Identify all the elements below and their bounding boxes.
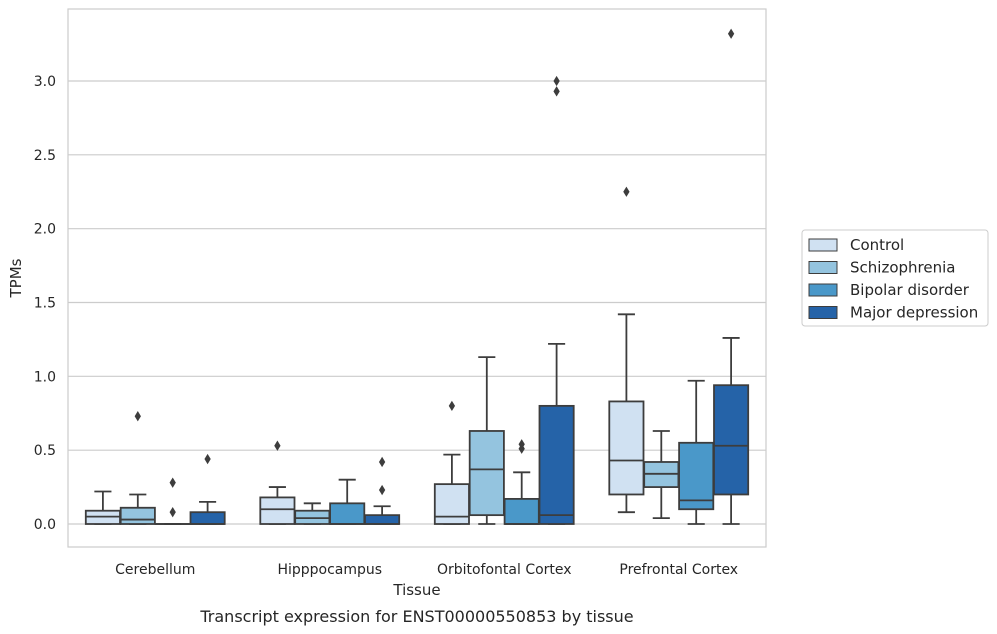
y-tick-label: 1.5 [34, 296, 56, 312]
y-axis-label: TPMs [7, 258, 25, 298]
box-bipolar-disorder [678, 379, 715, 525]
y-tick-label: 2.5 [34, 148, 56, 164]
box-major-depression [189, 453, 226, 525]
outlier-point [727, 28, 735, 39]
box-major-depression [364, 456, 401, 525]
chart-caption: Transcript expression for ENST0000055085… [199, 607, 633, 626]
box-control [259, 440, 296, 525]
legend-frame [801, 229, 989, 327]
legend-swatch [808, 283, 838, 297]
legend-swatch [808, 238, 838, 252]
box-bipolar-disorder [329, 478, 366, 525]
plot-frame [67, 8, 767, 548]
box-schizophrenia [643, 430, 680, 519]
box-control [608, 186, 645, 514]
outlier-point [204, 453, 211, 465]
x-tick-label: Orbitofontal Cortex [437, 562, 572, 578]
legend-label: Bipolar disorder [850, 281, 970, 299]
y-tick-label: 1.0 [34, 369, 56, 385]
box-body [259, 496, 296, 525]
x-axis-label: Tissue [392, 581, 440, 599]
box-body [538, 404, 575, 525]
box-control [84, 490, 121, 525]
x-tick-labels: Cerebellum Hipppocampus Orbitofontal Corte… [115, 562, 738, 578]
box-body [713, 384, 750, 496]
y-tick-label: 3.0 [34, 74, 56, 90]
box-bipolar-disorder [503, 439, 540, 525]
y-tick-label: 0.5 [34, 443, 56, 459]
x-tick-label: Cerebellum [115, 562, 195, 578]
box-body [189, 511, 226, 525]
outlier-point [623, 186, 630, 197]
legend-label: Schizophrenia [850, 259, 955, 277]
legend-label: Control [850, 236, 904, 254]
legend-items: Control Schizophrenia Bipolar disorder Majo… [808, 236, 978, 322]
outlier-point [553, 75, 560, 87]
y-tick-label: 2.0 [34, 222, 56, 238]
box-body [503, 497, 540, 525]
outlier-point [274, 440, 281, 451]
outlier-point [448, 400, 456, 412]
box-schizophrenia [468, 356, 505, 525]
x-tick-label: Prefrontal Cortex [619, 562, 738, 578]
box-body [608, 400, 645, 496]
outlier-point [169, 477, 176, 488]
legend-swatch [808, 261, 838, 274]
box-body [329, 502, 366, 525]
outlier-point [378, 456, 386, 468]
legend: Control Schizophrenia Bipolar disorder Majo… [801, 229, 989, 327]
y-tick-labels: 0.0 0.5 1.0 1.5 2.0 2.5 3.0 [34, 74, 56, 533]
outlier-point [169, 507, 176, 518]
box-body [433, 483, 470, 525]
outlier-point [134, 411, 141, 422]
box-body [364, 514, 401, 525]
y-tick-label: 0.0 [34, 517, 56, 533]
boxes [84, 28, 750, 525]
box-body [468, 430, 505, 517]
x-tick-label: Hipppocampus [277, 562, 382, 578]
outlier-point [518, 439, 525, 450]
box-schizophrenia [294, 502, 331, 525]
legend-swatch [808, 306, 838, 319]
gridlines [68, 80, 766, 525]
box-major-depression [538, 75, 575, 525]
legend-label: Major depression [850, 304, 978, 322]
outlier-point [553, 86, 560, 97]
box-control [433, 400, 470, 525]
box-schizophrenia [119, 411, 156, 525]
box-bipolar-disorder [154, 477, 191, 525]
box-major-depression [713, 28, 750, 525]
outlier-point [378, 484, 386, 496]
box-body [119, 506, 156, 525]
box-body [678, 441, 715, 511]
